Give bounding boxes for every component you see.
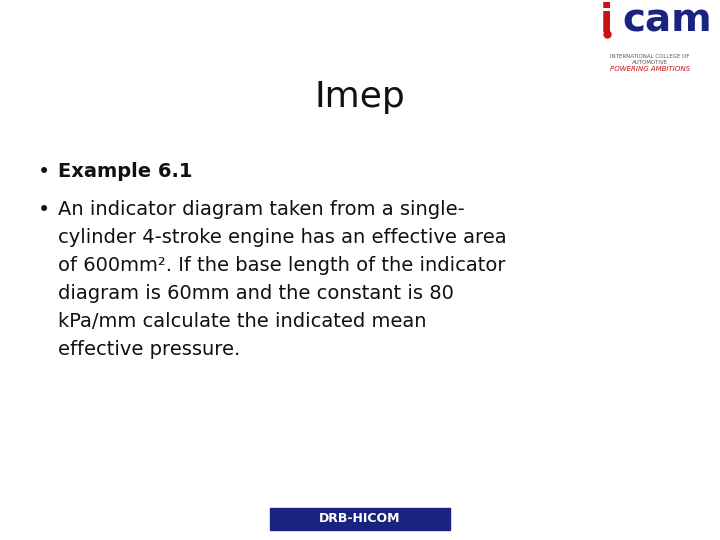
Text: i: i [600,2,613,40]
Text: INTERNATIONAL COLLEGE OF
AUTOMOTIVE: INTERNATIONAL COLLEGE OF AUTOMOTIVE [611,54,690,65]
Text: •: • [38,200,50,220]
Text: DRB-HICOM: DRB-HICOM [319,512,401,525]
Text: Imep: Imep [315,80,405,114]
Text: Example 6.1: Example 6.1 [58,162,192,181]
Text: •: • [38,162,50,182]
Text: cam: cam [622,2,712,40]
FancyBboxPatch shape [270,508,450,530]
Text: An indicator diagram taken from a single-
cylinder 4-stroke engine has an effect: An indicator diagram taken from a single… [58,200,507,359]
Text: POWERING AMBITIONS: POWERING AMBITIONS [610,66,690,72]
